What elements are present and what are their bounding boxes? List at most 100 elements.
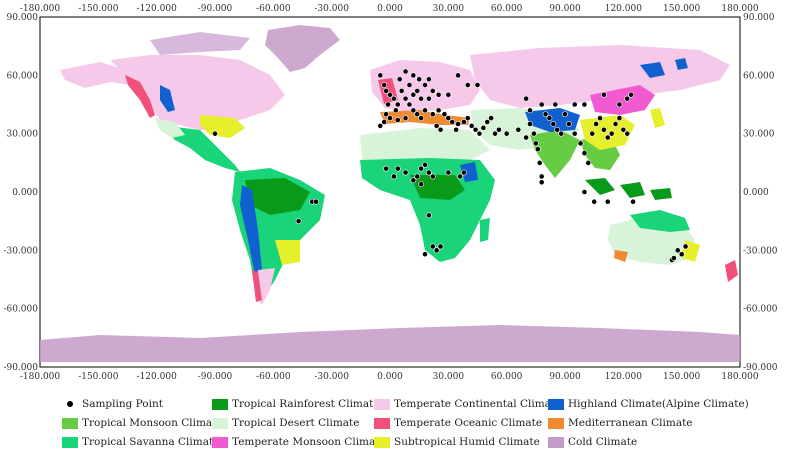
x-tick-label: -150.000: [78, 372, 119, 382]
legend-item: Sampling Point: [62, 398, 163, 410]
andes-highland: [240, 185, 262, 275]
sampling-point: [422, 251, 428, 258]
sampling-point: [418, 181, 425, 188]
sampling-point: [402, 115, 409, 122]
y-tick-label: 60.000: [7, 71, 39, 81]
legend-swatch: [374, 398, 390, 410]
sampling-point: [581, 150, 588, 157]
sampling-point: [552, 101, 559, 108]
sampling-point: [474, 82, 481, 88]
sampling-point: [402, 169, 409, 176]
mexico-desert: [155, 118, 185, 138]
sampling-point: [383, 165, 390, 172]
north-america-continental: [110, 55, 285, 130]
sampling-point: [589, 130, 596, 137]
legend-dot: [67, 401, 73, 407]
sampling-point: [628, 91, 635, 98]
legend-swatch: [62, 436, 78, 448]
x-tick-label: 120.000: [605, 4, 642, 14]
sampling-point: [377, 72, 384, 79]
sampling-point: [406, 82, 413, 88]
legend-label: Temperate Monsoon Climate: [232, 436, 386, 448]
sampling-point: [624, 95, 631, 102]
sampling-point: [392, 107, 399, 114]
y-tick-labels-left: 90.000 60.000 30.000 0.000 -30.000 -60.000 -90…: [3, 13, 38, 373]
x-tick-label: 150.000: [663, 372, 700, 382]
sampling-point: [488, 115, 495, 122]
alaska: [60, 62, 130, 88]
sampling-point: [422, 107, 428, 114]
sampling-point: [381, 119, 388, 125]
legend-label: Temperate Oceanic Climate: [394, 417, 543, 429]
sampling-point: [616, 101, 623, 108]
y-tick-label: 30.000: [7, 130, 39, 140]
x-tick-label: -60.000: [256, 4, 291, 14]
sampling-point: [410, 72, 417, 79]
legend-item: Subtropical Humid Climate: [374, 436, 540, 448]
sampling-point: [457, 173, 463, 180]
legend-swatch: [548, 436, 564, 448]
x-tick-label: 180.000: [721, 372, 758, 382]
legend-swatch: [374, 436, 390, 448]
sampling-point: [387, 115, 393, 122]
sahara-desert: [360, 128, 490, 165]
x-tick-label: -90.000: [198, 372, 233, 382]
sampling-point: [410, 177, 417, 184]
sampling-point: [390, 95, 397, 102]
sampling-point: [437, 243, 444, 250]
sampling-point: [600, 126, 607, 133]
sampling-point: [503, 130, 510, 137]
sampling-point: [538, 179, 545, 186]
sampling-point: [558, 130, 565, 137]
sampling-point: [546, 115, 553, 122]
sampling-point: [612, 121, 619, 127]
sampling-point: [313, 198, 320, 205]
sampling-point: [562, 111, 568, 118]
sampling-point: [295, 218, 302, 225]
antarctica-cold: [40, 325, 740, 362]
sampling-point: [435, 107, 442, 114]
sampling-point: [536, 159, 543, 166]
sampling-point: [464, 115, 471, 122]
sampling-point: [616, 115, 623, 122]
sampling-point: [437, 126, 444, 133]
sampling-point: [435, 91, 442, 98]
sampling-point: [542, 111, 549, 118]
mediterranean: [380, 110, 470, 125]
y-tick-label: -90.000: [743, 363, 778, 373]
sampling-point: [445, 91, 452, 98]
x-tick-label: -180.000: [20, 4, 61, 14]
legend-swatch: [212, 417, 228, 429]
sampling-point: [464, 82, 471, 88]
sampling-point: [449, 119, 456, 125]
x-tick-labels-bottom: -180.000 -150.000 -120.000 -90.000 -60.000 -3…: [20, 372, 759, 382]
sampling-point: [530, 130, 537, 137]
legend-item: Tropical Desert Climate: [212, 417, 359, 429]
legend-item: Tropical Rainforest Climate: [212, 398, 380, 410]
sampling-point: [429, 243, 436, 250]
australia-mediterranean: [614, 250, 628, 262]
legend-item: Temperate Monsoon Climate: [212, 436, 386, 448]
sampling-point: [433, 122, 440, 129]
legend-item: Highland Climate(Alpine Climate): [548, 398, 749, 410]
africa-savanna: [360, 158, 495, 262]
india-monsoon: [530, 130, 580, 178]
sa-subtropical: [275, 240, 300, 265]
x-tick-label: -60.000: [256, 372, 291, 382]
sampling-point: [377, 122, 384, 129]
sampling-point: [571, 101, 578, 108]
y-tick-label: 90.000: [7, 13, 39, 23]
sampling-point: [425, 212, 432, 219]
y-tick-label: 30.000: [743, 130, 775, 140]
siberia-highland: [640, 62, 665, 78]
x-tick-label: 180.000: [721, 4, 758, 14]
sampling-point: [394, 165, 401, 172]
x-tick-labels-top: -180.000 -150.000 -120.000 -90.000 -60.000 -3…: [20, 4, 759, 14]
x-tick-label: 30.000: [433, 4, 465, 14]
sampling-point: [212, 130, 218, 137]
sampling-point: [453, 126, 460, 133]
indonesia-rainforest: [585, 178, 672, 200]
south-america-rainforest: [245, 178, 310, 215]
east-africa-highland: [460, 162, 478, 182]
y-tick-label: -30.000: [3, 246, 38, 256]
